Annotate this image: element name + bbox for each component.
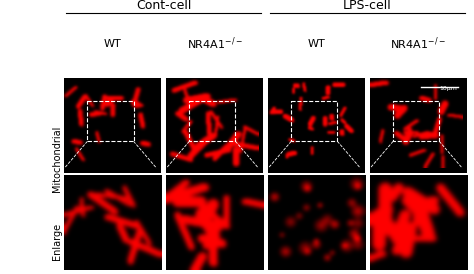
Text: NR4A1$^{-/-}$: NR4A1$^{-/-}$ bbox=[187, 36, 242, 52]
Text: LPS-cell: LPS-cell bbox=[343, 0, 392, 12]
Text: Enlarge: Enlarge bbox=[52, 222, 62, 260]
Text: WT: WT bbox=[308, 39, 325, 49]
Bar bbox=[393, 101, 439, 141]
Bar bbox=[190, 101, 236, 141]
Text: Mitochondrial: Mitochondrial bbox=[52, 125, 62, 192]
Text: WT: WT bbox=[104, 39, 121, 49]
Text: NR4A1$^{-/-}$: NR4A1$^{-/-}$ bbox=[391, 36, 446, 52]
Bar bbox=[292, 101, 337, 141]
Text: Cont-cell: Cont-cell bbox=[136, 0, 191, 12]
Text: 10μm: 10μm bbox=[440, 86, 458, 91]
Bar bbox=[88, 101, 134, 141]
